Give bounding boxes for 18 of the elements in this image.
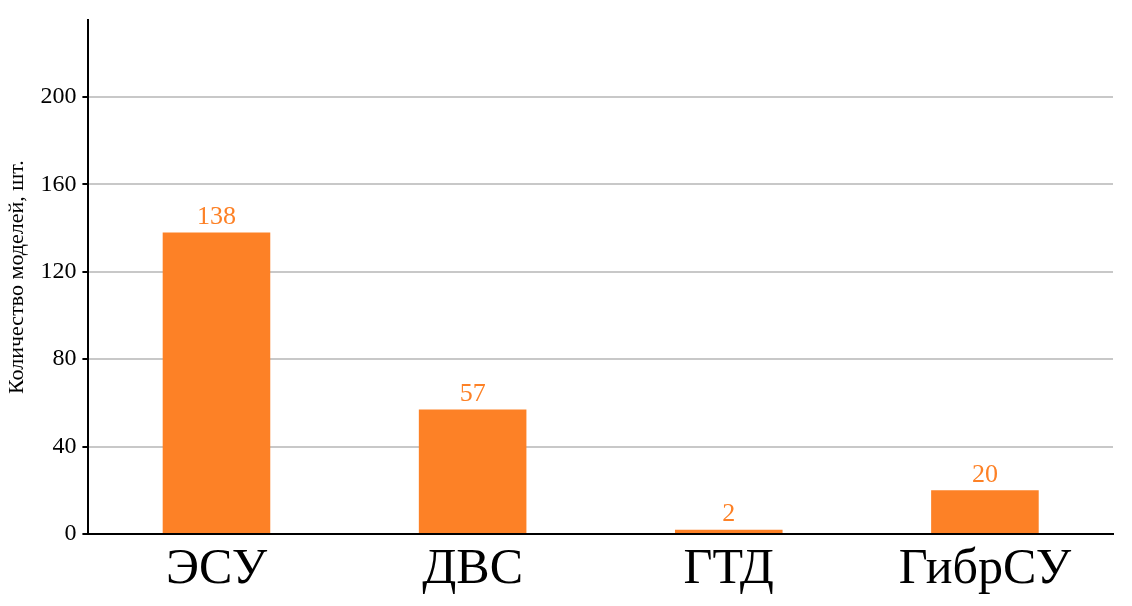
y-tick-label: 40 bbox=[52, 431, 77, 458]
data-label: 57 bbox=[459, 378, 486, 408]
data-label: 20 bbox=[971, 459, 998, 489]
y-axis-title: Количество моделей, шт. bbox=[2, 160, 28, 395]
data-label: 2 bbox=[722, 498, 736, 528]
bar bbox=[418, 409, 527, 533]
x-tick-label: ГибрСУ bbox=[898, 538, 1072, 595]
y-tick-label: 120 bbox=[40, 257, 77, 284]
y-tick-label: 80 bbox=[52, 344, 77, 371]
x-tick-label: ДВС bbox=[422, 538, 524, 595]
bar bbox=[162, 232, 271, 533]
y-tick-label: 0 bbox=[64, 519, 77, 546]
y-tick-label: 160 bbox=[40, 169, 77, 196]
y-tick-label: 200 bbox=[40, 82, 77, 109]
bar bbox=[931, 490, 1039, 533]
data-label: 138 bbox=[196, 201, 236, 231]
x-tick-label: ГТД bbox=[683, 538, 774, 595]
x-tick-label: ЭСУ bbox=[165, 538, 268, 595]
